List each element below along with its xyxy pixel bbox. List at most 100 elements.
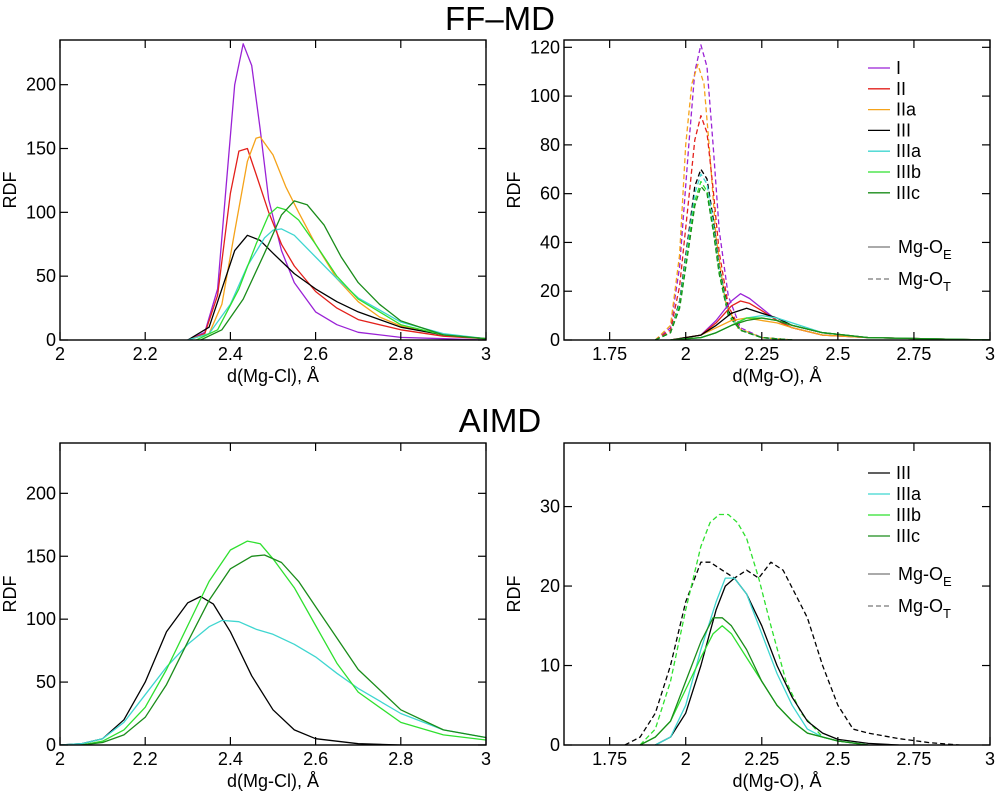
x-tick-label: 2.4 <box>218 749 243 769</box>
y-tick-label: 100 <box>26 202 56 222</box>
legend-style-label: Mg-OE <box>898 564 952 589</box>
x-axis-label: d(Mg-O), Å <box>732 771 821 791</box>
y-tick-label: 50 <box>36 266 56 286</box>
series-line-IIa-solid <box>670 317 990 340</box>
x-axis-label: d(Mg-O), Å <box>732 366 821 386</box>
x-tick-label: 3 <box>481 344 491 364</box>
x-tick-label: 2.2 <box>133 749 158 769</box>
y-tick-label: 20 <box>540 281 560 301</box>
legend-style-text: Mg-O <box>898 269 943 289</box>
y-tick-label: 200 <box>26 75 56 95</box>
series-group <box>60 540 486 745</box>
x-tick-label: 2.4 <box>218 344 243 364</box>
series-line-II-dashed <box>654 114 793 340</box>
x-tick-label: 2.25 <box>744 749 779 769</box>
y-tick-label: 40 <box>540 232 560 252</box>
series-line-IIIa-solid <box>655 577 869 745</box>
y-tick-label: 200 <box>26 483 56 503</box>
chart-panel-1: 2 2.2 2.4 2.6 2.8 3 0 50 100 150 200 d(Mg-Cl), Å RDF <box>0 39 491 386</box>
x-tick-label: 2.75 <box>896 749 931 769</box>
x-tick-label: 2.5 <box>825 344 850 364</box>
y-tick-label: 80 <box>540 135 560 155</box>
series-group <box>654 44 990 340</box>
series-line-IIa-dashed <box>654 63 793 340</box>
x-tick-label: 2.5 <box>825 749 850 769</box>
series-line-IIIa-solid <box>187 228 486 340</box>
x-tick-label: 1.75 <box>592 749 627 769</box>
chart-panel-2: 1.75 2 2.25 2.5 2.75 3 0 20 40 60 80 100 120 d(Mg-O),… <box>504 37 995 386</box>
series-line-IIIb-solid <box>81 540 486 745</box>
x-tick-label: 3 <box>985 749 995 769</box>
legend-label-IIIc: IIIc <box>896 526 920 546</box>
legend-label-IIIa: IIIa <box>896 141 922 161</box>
y-tick-label: 50 <box>36 672 56 692</box>
series-line-I-dashed <box>654 44 793 340</box>
legend-style-label: Mg-OT <box>898 596 951 621</box>
y-tick-label: 150 <box>26 546 56 566</box>
y-axis-label: RDF <box>504 172 524 209</box>
chart-panel-3: 2 2.2 2.4 2.6 2.8 3 0 50 100 150 200 d(Mg-Cl), Å RDF <box>0 442 491 791</box>
y-tick-label: 100 <box>530 86 560 106</box>
y-tick-label: 60 <box>540 184 560 204</box>
legend-style-subscript: T <box>943 606 951 621</box>
y-tick-label: 100 <box>26 609 56 629</box>
plot-frame <box>59 442 487 746</box>
x-tick-label: 2.6 <box>303 344 328 364</box>
series-line-IIIc-solid <box>81 554 486 745</box>
legend-label-II: II <box>896 79 906 99</box>
series-line-IIa-solid <box>187 136 486 340</box>
legend-style-text: Mg-O <box>898 237 943 257</box>
x-tick-label: 2.8 <box>388 749 413 769</box>
y-tick-label: 120 <box>530 37 560 57</box>
x-tick-label: 2.6 <box>303 749 328 769</box>
legend-style-subscript: T <box>943 279 951 294</box>
legend-label-III: III <box>896 463 911 483</box>
series-line-III-dashed <box>624 561 960 745</box>
y-tick-label: 30 <box>540 497 560 517</box>
series-line-IIIb-solid <box>196 206 486 340</box>
series-line-III-solid <box>60 595 486 745</box>
y-axis-label: RDF <box>0 576 20 613</box>
series-line-IIIc-solid <box>639 617 869 745</box>
series-line-I-solid <box>187 43 486 340</box>
plot-frame <box>563 442 991 746</box>
x-tick-label: 2 <box>681 749 691 769</box>
x-tick-label: 1.75 <box>592 344 627 364</box>
x-tick-label: 3 <box>481 749 491 769</box>
section-title-ffmd: FF–MD <box>445 0 555 37</box>
legend-label-IIIc: IIIc <box>896 183 920 203</box>
x-tick-label: 2.8 <box>388 344 413 364</box>
series-line-IIIa-solid <box>670 314 990 340</box>
x-tick-label: 2 <box>55 344 65 364</box>
x-tick-label: 2 <box>681 344 691 364</box>
legend-style-text: Mg-O <box>898 596 943 616</box>
legend-style-text: Mg-O <box>898 564 943 584</box>
x-tick-label: 2.75 <box>896 344 931 364</box>
legend-style-subscript: E <box>943 574 952 589</box>
y-axis-label: RDF <box>0 172 20 209</box>
series-line-IIIc-solid <box>670 317 990 340</box>
y-tick-label: 0 <box>46 330 56 350</box>
plot-frame <box>59 39 487 341</box>
x-axis-label: d(Mg-Cl), Å <box>227 366 319 386</box>
x-tick-label: 2.25 <box>744 344 779 364</box>
legend-style-label: Mg-OE <box>898 237 952 262</box>
legend-label-III: III <box>896 120 911 140</box>
legend-label-IIIb: IIIb <box>896 162 921 182</box>
series-line-IIIb-solid <box>670 317 990 340</box>
legend-label-IIIb: IIIb <box>896 505 921 525</box>
y-axis-label: RDF <box>504 576 524 613</box>
series-line-IIIc-solid <box>200 200 486 340</box>
series-line-IIIc-dashed <box>655 185 793 340</box>
y-tick-label: 0 <box>46 735 56 755</box>
legend-label-IIa: IIa <box>896 100 917 120</box>
x-tick-label: 2.2 <box>133 344 158 364</box>
y-tick-label: 150 <box>26 139 56 159</box>
series-line-IIIb-solid <box>639 625 869 745</box>
series-line-IIIa-solid <box>60 619 486 745</box>
